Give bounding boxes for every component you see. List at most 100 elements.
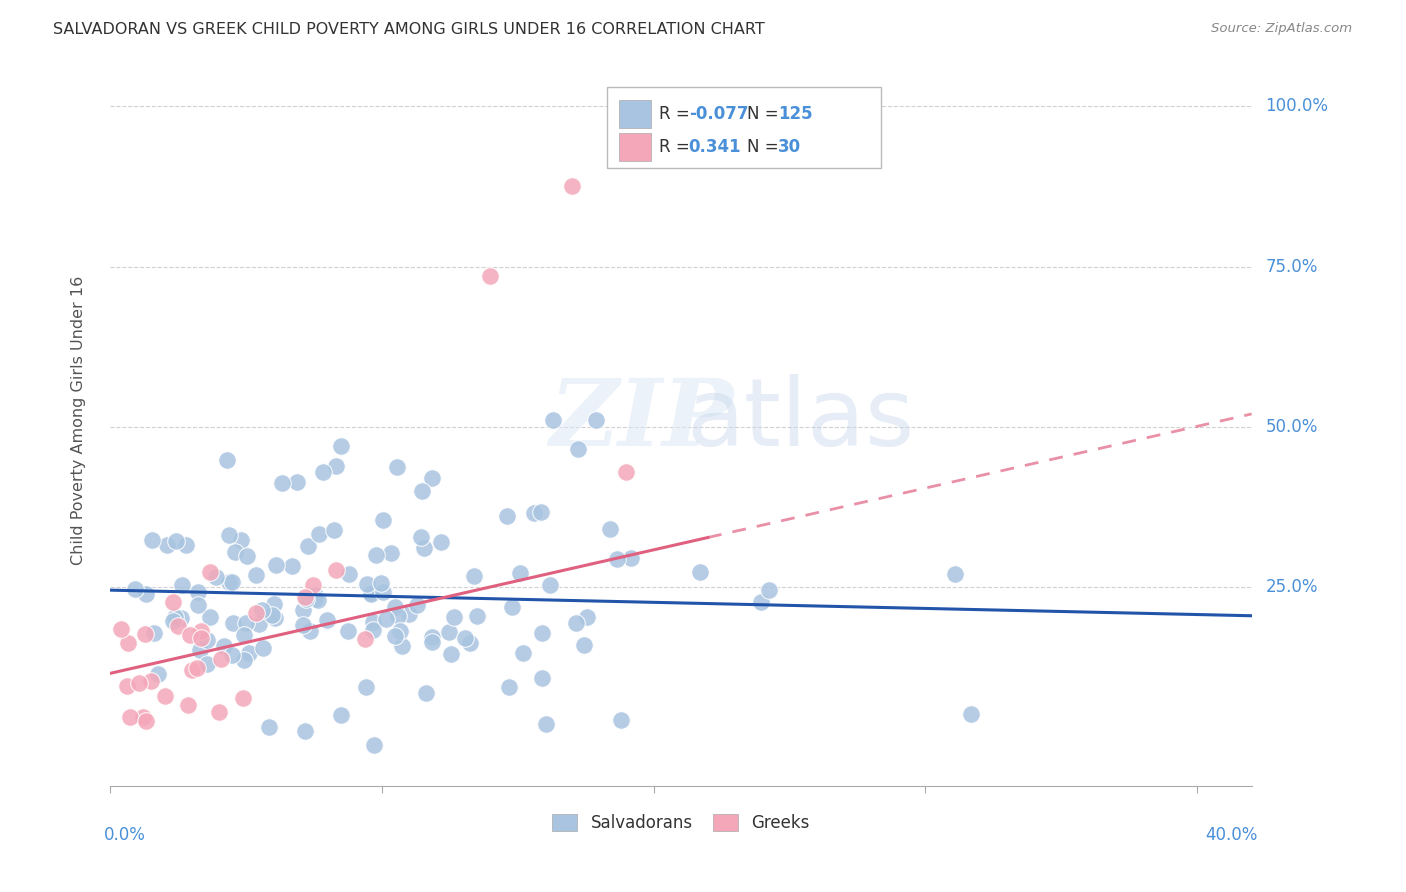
Point bbox=[749, 595, 772, 609]
Point bbox=[531, 671, 554, 685]
Point bbox=[353, 632, 375, 646]
Point bbox=[502, 599, 524, 614]
FancyBboxPatch shape bbox=[619, 133, 651, 161]
Point bbox=[252, 641, 274, 656]
Point bbox=[420, 471, 443, 485]
Point bbox=[280, 559, 302, 574]
Text: ZIP: ZIP bbox=[550, 376, 734, 466]
Point bbox=[264, 611, 287, 625]
Text: N =: N = bbox=[747, 105, 779, 123]
Point bbox=[576, 609, 599, 624]
Point bbox=[115, 680, 138, 694]
Point bbox=[263, 597, 285, 611]
Point bbox=[337, 567, 360, 582]
Point bbox=[356, 577, 378, 591]
Point bbox=[221, 648, 243, 662]
Point bbox=[398, 607, 420, 621]
Point bbox=[198, 609, 221, 624]
Point bbox=[530, 505, 553, 519]
Point bbox=[361, 623, 384, 637]
Point bbox=[146, 667, 169, 681]
Text: 30: 30 bbox=[778, 138, 801, 156]
Point bbox=[538, 578, 561, 592]
Point bbox=[195, 657, 218, 671]
Text: SALVADORAN VS GREEK CHILD POVERTY AMONG GIRLS UNDER 16 CORRELATION CHART: SALVADORAN VS GREEK CHILD POVERTY AMONG … bbox=[53, 22, 765, 37]
Point bbox=[143, 626, 166, 640]
Point bbox=[599, 522, 621, 536]
Point bbox=[325, 458, 347, 473]
Point bbox=[304, 591, 326, 606]
Point bbox=[299, 624, 322, 638]
Point bbox=[229, 533, 252, 547]
Point bbox=[167, 618, 190, 632]
Text: 125: 125 bbox=[778, 105, 813, 123]
Text: 0.341: 0.341 bbox=[689, 138, 741, 156]
Point bbox=[385, 460, 408, 475]
Point bbox=[561, 179, 583, 194]
Point bbox=[181, 663, 204, 677]
Point bbox=[117, 636, 139, 650]
Point bbox=[361, 615, 384, 629]
Text: 100.0%: 100.0% bbox=[1265, 97, 1329, 115]
Point bbox=[190, 624, 212, 638]
Point bbox=[616, 465, 638, 479]
Point bbox=[364, 548, 387, 562]
Point bbox=[163, 609, 186, 624]
Point bbox=[415, 686, 437, 700]
Point bbox=[308, 526, 330, 541]
Point bbox=[165, 533, 187, 548]
Legend: Salvadorans, Greeks: Salvadorans, Greeks bbox=[553, 814, 810, 832]
Point bbox=[128, 676, 150, 690]
Point bbox=[208, 705, 231, 719]
Point bbox=[543, 413, 565, 427]
Point bbox=[170, 578, 193, 592]
Point bbox=[454, 631, 477, 645]
Point bbox=[195, 632, 218, 647]
Point bbox=[465, 608, 488, 623]
Point bbox=[224, 545, 246, 559]
Point bbox=[291, 603, 314, 617]
Point bbox=[297, 539, 319, 553]
Point bbox=[190, 631, 212, 645]
Point bbox=[411, 483, 433, 498]
Point bbox=[177, 698, 200, 713]
Point bbox=[132, 709, 155, 723]
Point bbox=[135, 586, 157, 600]
Text: 40.0%: 40.0% bbox=[1205, 826, 1257, 844]
Point bbox=[222, 615, 245, 630]
Point bbox=[302, 578, 325, 592]
Point bbox=[375, 612, 398, 626]
Point bbox=[420, 634, 443, 648]
Point bbox=[409, 530, 432, 544]
Point bbox=[235, 549, 257, 563]
FancyBboxPatch shape bbox=[606, 87, 880, 169]
Point bbox=[565, 615, 588, 630]
Text: 75.0%: 75.0% bbox=[1265, 258, 1317, 276]
Y-axis label: Child Poverty Among Girls Under 16: Child Poverty Among Girls Under 16 bbox=[72, 276, 86, 565]
Point bbox=[384, 629, 406, 643]
Point bbox=[155, 689, 177, 703]
Point bbox=[329, 707, 352, 722]
Point bbox=[463, 569, 485, 583]
Point bbox=[124, 582, 146, 597]
Point bbox=[498, 680, 520, 694]
Point bbox=[221, 574, 243, 589]
Point bbox=[380, 546, 402, 560]
Point bbox=[523, 507, 546, 521]
Point bbox=[232, 653, 254, 667]
Point bbox=[304, 588, 326, 602]
Point bbox=[174, 539, 197, 553]
Point bbox=[118, 710, 141, 724]
Point bbox=[316, 613, 339, 627]
Point bbox=[534, 717, 557, 731]
Point bbox=[420, 631, 443, 645]
Point bbox=[689, 565, 711, 579]
Text: 0.0%: 0.0% bbox=[104, 826, 146, 844]
Point bbox=[413, 541, 436, 555]
Point bbox=[307, 593, 329, 607]
Point bbox=[336, 624, 359, 639]
Point bbox=[156, 538, 179, 552]
Point bbox=[232, 690, 254, 705]
Point bbox=[329, 439, 352, 453]
Point bbox=[135, 714, 157, 729]
